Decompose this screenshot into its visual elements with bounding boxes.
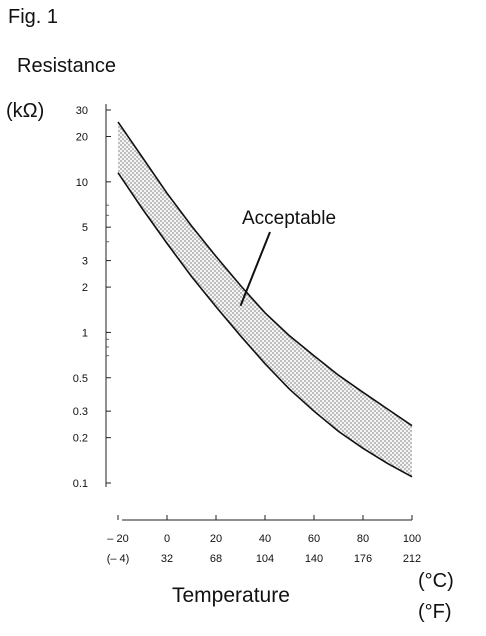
acceptable-band-layer	[118, 121, 412, 477]
y-tick-label: 20	[76, 132, 88, 144]
upper-limit-curve	[117, 121, 413, 427]
x-tick-label-celsius: – 20	[107, 533, 128, 545]
y-tick-label: 0.5	[73, 373, 88, 385]
y-axis-title: Resistance	[17, 55, 116, 77]
y-tick-label: 5	[82, 222, 88, 234]
x-tick-label-celsius: 80	[357, 533, 369, 545]
x-tick-label-celsius: 60	[308, 533, 320, 545]
x-tick-label-celsius: 20	[210, 533, 222, 545]
annotation-label: Acceptable	[242, 208, 336, 229]
y-tick-label: 30	[76, 105, 88, 117]
x-tick-label-celsius: 0	[164, 533, 170, 545]
x-axis-unit-celsius: (°C)	[418, 570, 454, 592]
y-tick-label: 0.2	[73, 433, 88, 445]
x-tick-label-celsius: 100	[403, 533, 421, 545]
x-tick-label-fahrenheit: 104	[256, 553, 274, 565]
x-tick-label-fahrenheit: 140	[305, 553, 323, 565]
x-tick-label-fahrenheit: 32	[161, 553, 173, 565]
lower-limit-curve	[117, 172, 413, 478]
x-tick-label-fahrenheit: (– 4)	[107, 553, 130, 565]
y-tick-label: 1	[82, 327, 88, 339]
y-tick-label: 2	[82, 282, 88, 294]
figure-label: Fig. 1	[8, 6, 59, 28]
y-tick-label: 0.1	[73, 478, 88, 490]
y-tick-label: 0.3	[73, 406, 88, 418]
y-tick-label: 3	[82, 256, 88, 268]
acceptable-band	[118, 121, 412, 477]
x-axis-unit-fahrenheit: (°F)	[418, 601, 452, 623]
x-tick-label-fahrenheit: 176	[354, 553, 372, 565]
x-tick-label-celsius: 40	[259, 533, 271, 545]
x-tick-label-fahrenheit: 212	[403, 553, 421, 565]
x-axis-title: Temperature	[172, 584, 290, 607]
y-tick-label: 10	[76, 177, 88, 189]
annotation-pointer	[239, 231, 271, 307]
curve-layer	[117, 121, 413, 478]
y-axis-unit: (kΩ)	[6, 100, 45, 122]
annotation-layer: Acceptable	[239, 208, 336, 307]
x-tick-label-fahrenheit: 68	[210, 553, 222, 565]
